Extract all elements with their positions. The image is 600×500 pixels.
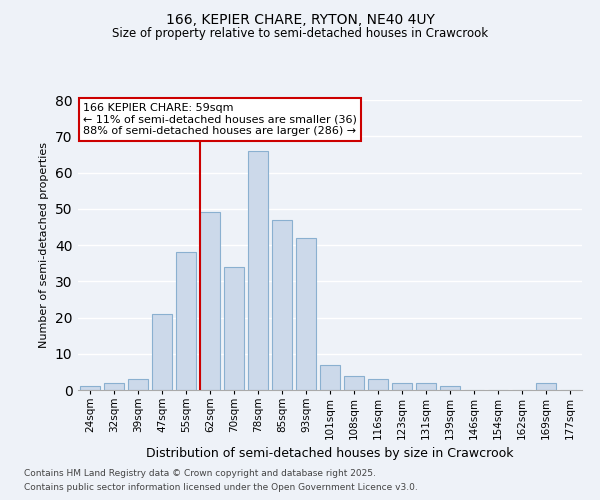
Text: Contains public sector information licensed under the Open Government Licence v3: Contains public sector information licen… bbox=[24, 484, 418, 492]
Bar bbox=[344, 376, 364, 390]
Text: Size of property relative to semi-detached houses in Crawcrook: Size of property relative to semi-detach… bbox=[112, 28, 488, 40]
Bar bbox=[176, 252, 196, 390]
Text: 166, KEPIER CHARE, RYTON, NE40 4UY: 166, KEPIER CHARE, RYTON, NE40 4UY bbox=[166, 12, 434, 26]
Bar bbox=[224, 267, 244, 390]
Bar bbox=[536, 383, 556, 390]
Bar bbox=[416, 383, 436, 390]
Bar bbox=[296, 238, 316, 390]
Bar bbox=[128, 379, 148, 390]
Bar bbox=[248, 151, 268, 390]
Bar bbox=[320, 364, 340, 390]
Bar bbox=[104, 383, 124, 390]
Bar bbox=[368, 379, 388, 390]
Bar bbox=[200, 212, 220, 390]
Text: 166 KEPIER CHARE: 59sqm
← 11% of semi-detached houses are smaller (36)
88% of se: 166 KEPIER CHARE: 59sqm ← 11% of semi-de… bbox=[83, 103, 357, 136]
Text: Contains HM Land Registry data © Crown copyright and database right 2025.: Contains HM Land Registry data © Crown c… bbox=[24, 468, 376, 477]
Bar bbox=[440, 386, 460, 390]
Bar bbox=[80, 386, 100, 390]
Bar bbox=[152, 314, 172, 390]
Bar bbox=[392, 383, 412, 390]
Bar bbox=[272, 220, 292, 390]
Y-axis label: Number of semi-detached properties: Number of semi-detached properties bbox=[39, 142, 49, 348]
X-axis label: Distribution of semi-detached houses by size in Crawcrook: Distribution of semi-detached houses by … bbox=[146, 448, 514, 460]
